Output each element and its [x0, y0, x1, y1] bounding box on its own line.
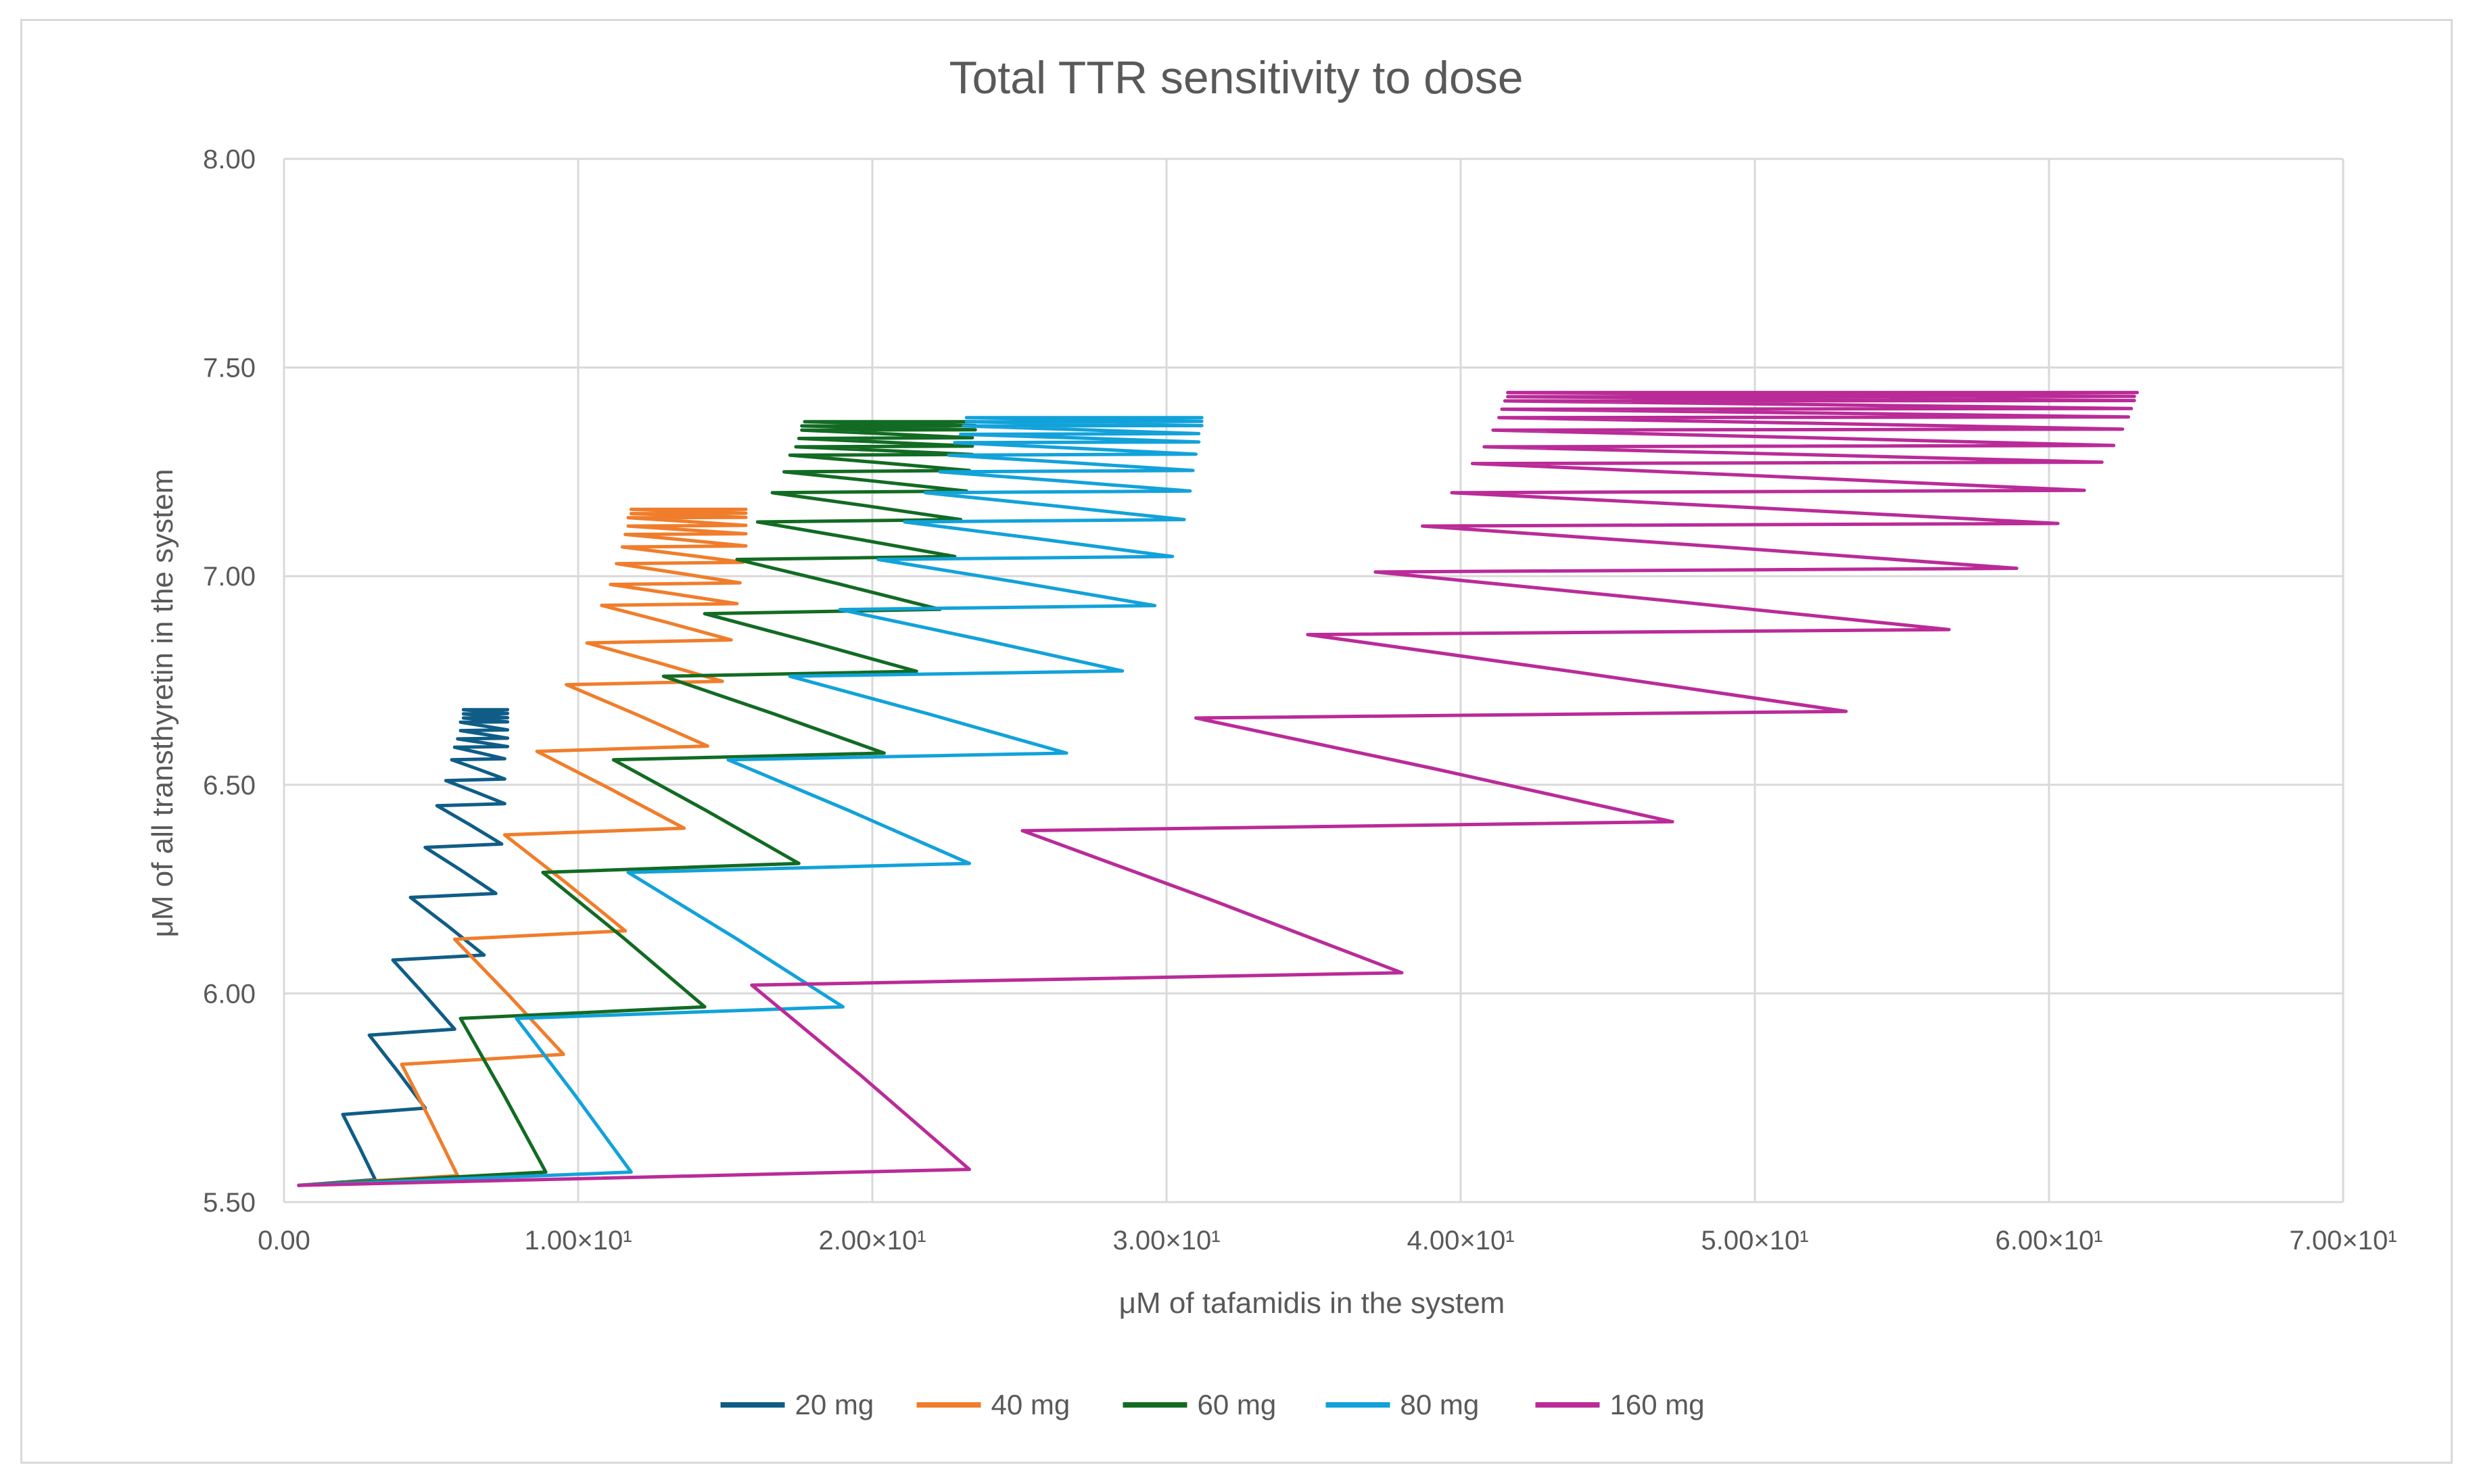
x-tick-label: 3.00×10¹ — [1112, 1226, 1220, 1255]
chart-title: Total TTR sensitivity to dose — [949, 52, 1523, 103]
axes: 5.50 6.00 6.50 7.00 7.50 8.00 0.00 1.00×10¹ 2.00… — [203, 145, 2397, 1255]
y-tick-label: 6.50 — [203, 771, 256, 800]
series-layer — [297, 391, 2139, 1187]
series-line-20-mg — [297, 708, 510, 1187]
x-tick-label: 2.00×10¹ — [818, 1226, 926, 1255]
x-tick-label: 5.00×10¹ — [1701, 1226, 1808, 1255]
x-tick-label: 0.00 — [258, 1226, 310, 1255]
series-line-80-mg — [297, 416, 1204, 1187]
series-line-40-mg — [297, 507, 748, 1187]
series-line-60-mg — [297, 420, 977, 1187]
y-tick-label: 8.00 — [203, 145, 256, 174]
x-tick-label: 6.00×10¹ — [1995, 1226, 2102, 1255]
y-tick-label: 5.50 — [203, 1188, 256, 1218]
legend-label: 60 mg — [1198, 1389, 1277, 1420]
chart-frame — [20, 19, 2453, 1464]
y-tick-label: 7.50 — [203, 354, 256, 383]
x-tick-label: 1.00×10¹ — [524, 1226, 632, 1255]
y-tick-label: 7.00 — [203, 562, 256, 592]
legend-label: 40 mg — [991, 1389, 1070, 1420]
x-tick-label: 4.00×10¹ — [1407, 1226, 1514, 1255]
legend: 20 mg 40 mg 60 mg 80 mg 160 mg — [720, 1389, 1705, 1420]
grid — [283, 158, 2345, 1203]
x-axis-title: μM of tafamidis in the system — [1119, 1287, 1505, 1320]
series-line-160-mg — [297, 391, 2139, 1187]
y-tick-label: 6.00 — [203, 979, 256, 1009]
legend-label: 160 mg — [1610, 1389, 1705, 1420]
legend-label: 20 mg — [795, 1389, 874, 1420]
x-tick-label: 7.00×10¹ — [2289, 1226, 2397, 1255]
legend-label: 80 mg — [1400, 1389, 1480, 1420]
y-axis-title: μM of all transthyretin in the system — [146, 469, 179, 938]
